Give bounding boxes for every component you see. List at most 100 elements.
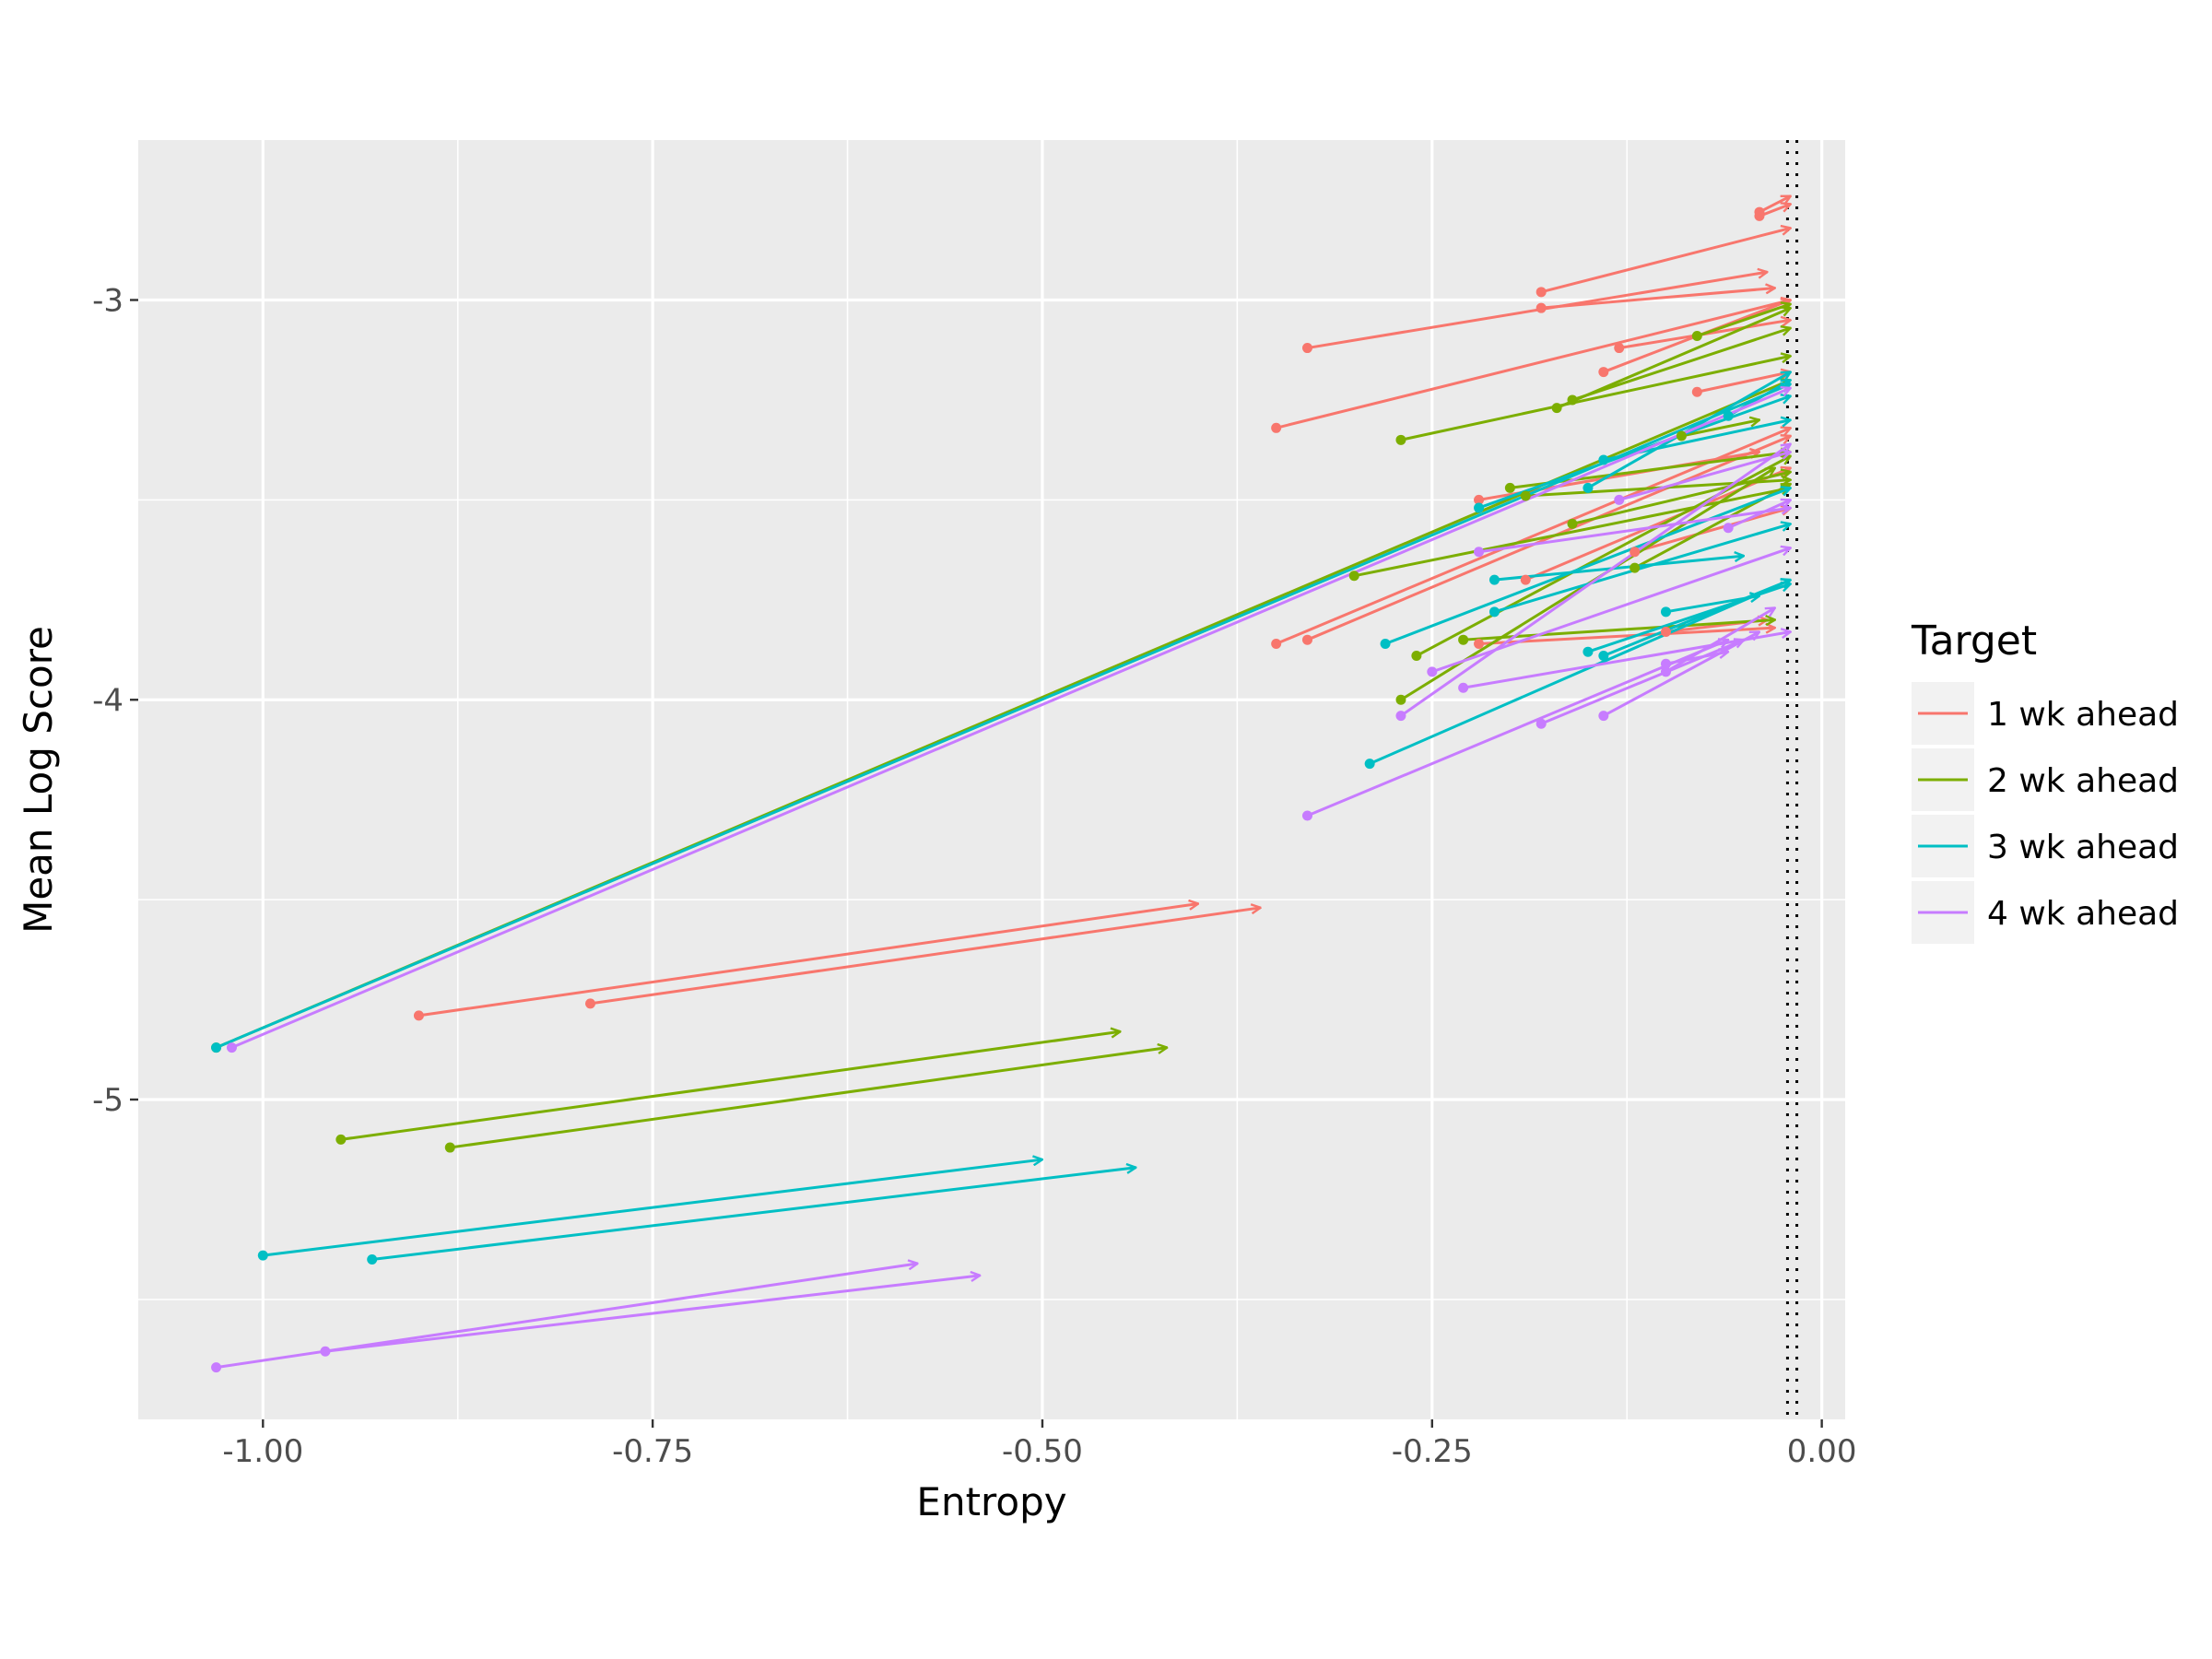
start-point-2 bbox=[1551, 403, 1562, 414]
arrow-3 bbox=[1369, 580, 1791, 766]
legend-label: 1 wk ahead bbox=[1987, 696, 2179, 734]
start-point-1 bbox=[584, 998, 595, 1009]
start-point-1 bbox=[1271, 422, 1282, 433]
start-point-4 bbox=[1535, 718, 1547, 729]
start-point-1 bbox=[1474, 494, 1485, 505]
x-tick-label: -0.75 bbox=[612, 1433, 693, 1470]
start-point-2 bbox=[1348, 571, 1359, 582]
start-point-1 bbox=[1660, 627, 1671, 638]
legend: Target 1 wk ahead 2 wk ahead 3 wk ahead 4 w… bbox=[1911, 618, 2179, 944]
start-point-4 bbox=[1474, 547, 1485, 558]
arrow-4 bbox=[324, 1276, 980, 1353]
x-tick-label: -1.00 bbox=[222, 1433, 303, 1470]
major-gridlines bbox=[138, 140, 1845, 1419]
x-tick-label: -0.25 bbox=[1392, 1433, 1473, 1470]
start-point-2 bbox=[1567, 518, 1578, 529]
point-layer bbox=[211, 206, 1765, 1373]
arrow-4 bbox=[1306, 640, 1728, 818]
legend-label: 2 wk ahead bbox=[1987, 762, 2179, 800]
arrow-2 bbox=[1400, 356, 1791, 441]
arrow-3 bbox=[371, 1168, 1136, 1261]
start-point-4 bbox=[211, 1362, 222, 1373]
start-point-2 bbox=[1458, 634, 1469, 645]
start-point-4 bbox=[1614, 494, 1625, 505]
start-point-1 bbox=[1614, 343, 1625, 354]
arrow-1 bbox=[1634, 508, 1791, 554]
arrow-3 bbox=[1494, 556, 1744, 582]
arrow-3 bbox=[1494, 524, 1790, 614]
arrow-2 bbox=[340, 1031, 1121, 1141]
start-point-1 bbox=[1691, 386, 1702, 397]
start-point-3 bbox=[1660, 606, 1671, 618]
start-point-1 bbox=[1301, 634, 1312, 645]
arrow-3 bbox=[1665, 595, 1759, 614]
start-point-4 bbox=[1427, 666, 1438, 677]
arrow-4 bbox=[1618, 452, 1791, 501]
legend-label: 4 wk ahead bbox=[1987, 895, 2179, 933]
start-point-2 bbox=[1395, 434, 1406, 445]
x-tick-label: 0.00 bbox=[1787, 1433, 1857, 1470]
arrow-1 bbox=[1697, 372, 1790, 394]
arrow-1 bbox=[418, 903, 1198, 1018]
arrow-1 bbox=[590, 908, 1260, 1006]
arrow-1 bbox=[1276, 300, 1791, 429]
start-point-2 bbox=[444, 1142, 455, 1153]
y-axis-ticks: -5 -4 -3 bbox=[92, 283, 138, 1119]
start-point-3 bbox=[1598, 651, 1609, 662]
y-tick-label: -4 bbox=[92, 682, 124, 719]
arrow-4 bbox=[1400, 444, 1791, 717]
arrow-4 bbox=[1431, 547, 1791, 674]
start-point-3 bbox=[1364, 759, 1375, 770]
start-point-1 bbox=[1535, 287, 1547, 298]
arrow-1 bbox=[1541, 288, 1775, 310]
plot-panel bbox=[138, 140, 1845, 1419]
start-point-3 bbox=[1380, 639, 1391, 650]
arrow-3 bbox=[1384, 488, 1791, 645]
arrow-3 bbox=[263, 1159, 1042, 1257]
arrow-1 bbox=[1540, 228, 1791, 294]
start-point-3 bbox=[1598, 454, 1609, 465]
x-axis-title: Entropy bbox=[916, 1479, 1066, 1524]
arrow-layer bbox=[215, 194, 1791, 1370]
start-point-4 bbox=[320, 1346, 331, 1357]
start-point-4 bbox=[1660, 658, 1671, 669]
y-axis-title: Mean Log Score bbox=[16, 626, 61, 934]
start-point-4 bbox=[1458, 682, 1469, 693]
start-point-1 bbox=[1754, 206, 1765, 218]
arrow-4 bbox=[1603, 630, 1759, 717]
start-point-2 bbox=[1411, 651, 1422, 662]
start-point-4 bbox=[1723, 523, 1734, 534]
start-point-2 bbox=[335, 1134, 347, 1145]
start-point-3 bbox=[367, 1254, 378, 1265]
start-point-4 bbox=[1301, 810, 1312, 821]
start-point-1 bbox=[1535, 302, 1547, 313]
start-point-2 bbox=[1630, 562, 1641, 573]
start-point-2 bbox=[1567, 394, 1578, 406]
arrow-1 bbox=[1759, 194, 1791, 214]
start-point-1 bbox=[413, 1010, 424, 1021]
arrow-1 bbox=[1478, 628, 1775, 646]
start-point-3 bbox=[1488, 574, 1500, 585]
arrow-4 bbox=[1478, 508, 1791, 554]
start-point-3 bbox=[257, 1250, 268, 1261]
legend-label: 3 wk ahead bbox=[1987, 829, 2179, 866]
start-point-2 bbox=[1676, 430, 1687, 441]
arrow-1 bbox=[1759, 204, 1791, 218]
start-point-1 bbox=[1598, 367, 1609, 378]
start-point-3 bbox=[1723, 410, 1734, 421]
start-point-1 bbox=[1271, 639, 1282, 650]
arrow-2 bbox=[1681, 420, 1759, 438]
arrow-2 bbox=[1571, 472, 1791, 525]
arrow-2 bbox=[1416, 454, 1791, 657]
start-point-4 bbox=[1660, 666, 1671, 677]
legend-title: Target bbox=[1911, 618, 2037, 665]
start-point-2 bbox=[1691, 331, 1702, 342]
start-point-3 bbox=[1474, 502, 1485, 513]
arrow-4 bbox=[1727, 500, 1791, 530]
arrow-4 bbox=[1665, 607, 1774, 674]
start-point-2 bbox=[1395, 694, 1406, 705]
y-tick-label: -5 bbox=[92, 1082, 124, 1119]
arrow-2 bbox=[1571, 328, 1791, 402]
start-point-1 bbox=[1520, 574, 1531, 585]
